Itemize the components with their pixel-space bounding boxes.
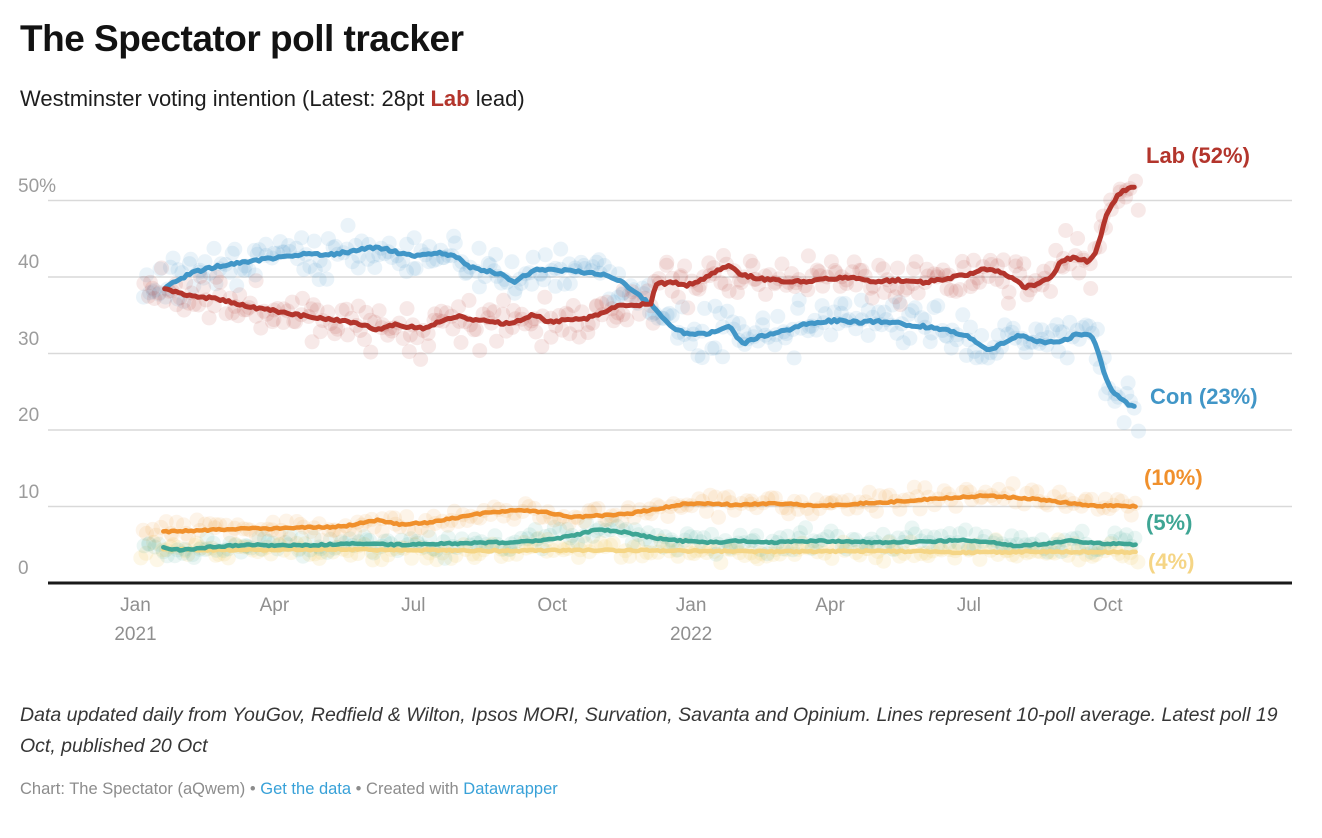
y-axis-tick-40: 40 (18, 252, 40, 273)
separator-dot: • (249, 780, 256, 798)
average-lines (161, 184, 1138, 556)
x-axis-tick-Apr: Apr (815, 595, 845, 616)
chart-notes: Data updated daily from YouGov, Redfield… (20, 704, 1278, 757)
x-axis-tick-Jan-2021: Jan 2021 (114, 595, 157, 645)
series-label-lab: Lab (52%) (1146, 143, 1250, 168)
line-con (162, 244, 1137, 409)
y-axis-tick-30: 30 (18, 328, 40, 350)
poll-scatter-dots (133, 173, 1146, 571)
datawrapper-link[interactable]: Datawrapper (463, 780, 558, 798)
line-lab (162, 184, 1137, 333)
x-axis-tick-Oct: Oct (537, 595, 567, 616)
y-axis-tick-50: 50% (18, 175, 57, 197)
chart-subtitle: Westminster voting intention (Latest: 28… (20, 86, 525, 112)
subtitle-lab-highlight: Lab (430, 86, 470, 111)
series-label-libdem: (10%) (1144, 465, 1203, 490)
line-green (161, 527, 1138, 553)
x-axis-tick-Jul: Jul (401, 595, 426, 616)
page-title: The Spectator poll tracker (20, 18, 464, 59)
series-label-snp: (4%) (1148, 549, 1195, 574)
series-label-green: (5%) (1146, 510, 1193, 535)
x-axis-tick-Jul: Jul (956, 595, 982, 616)
gridlines (48, 199, 1292, 508)
x-axis-tick-Jan-2022: Jan 2022 (669, 595, 713, 645)
created-with-text: Created with (366, 780, 459, 798)
x-axis-tick-Oct: Oct (1093, 595, 1123, 616)
y-axis-tick-20: 20 (18, 405, 40, 426)
line-snp (161, 546, 1138, 556)
subtitle-suffix: lead) (469, 86, 525, 111)
separator-dot: • (355, 780, 362, 798)
series-label-con: Con (23%) (1150, 384, 1258, 409)
y-axis-tick-10: 10 (18, 481, 40, 503)
attribution-source: Chart: The Spectator (aQwem) (20, 780, 246, 798)
x-axis-tick-Apr: Apr (259, 595, 290, 616)
y-axis-tick-0: 0 (18, 558, 29, 579)
attribution: Chart: The Spectator (aQwem) • Get the d… (20, 780, 558, 799)
line-libdem (161, 493, 1138, 535)
get-the-data-link[interactable]: Get the data (260, 780, 352, 798)
subtitle-prefix: Westminster voting intention (Latest: 28… (20, 86, 431, 111)
